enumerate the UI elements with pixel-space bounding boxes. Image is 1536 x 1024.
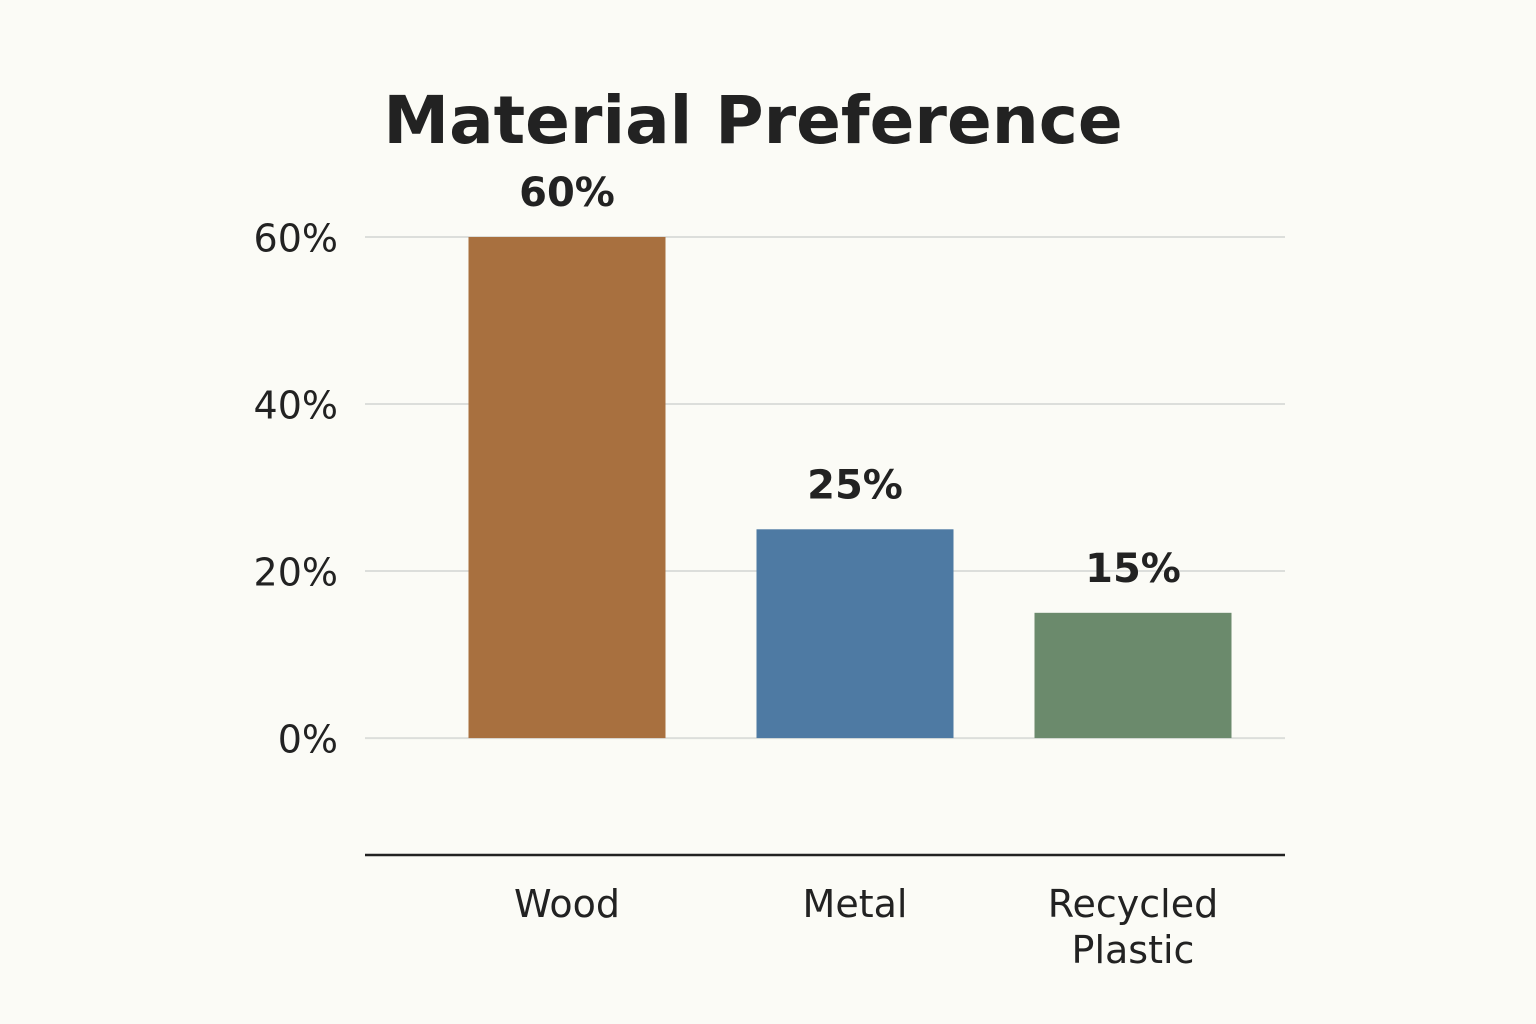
y-tick-label: 40% [254, 384, 338, 428]
y-tick-label: 20% [254, 551, 338, 595]
x-tick-label: Recycled Plastic [1047, 882, 1219, 972]
y-tick-label: 60% [254, 217, 338, 261]
bar [756, 529, 954, 739]
y-tick-label: 0% [278, 718, 338, 762]
x-tick-label: Metal [802, 882, 908, 926]
value-label: 25% [807, 462, 903, 508]
chart-title: Material Preference [383, 82, 1122, 159]
bar [468, 237, 666, 739]
value-label: 15% [1085, 546, 1181, 592]
bar [1034, 612, 1232, 739]
value-label: 60% [519, 170, 615, 216]
x-tick-label: Wood [514, 882, 620, 926]
